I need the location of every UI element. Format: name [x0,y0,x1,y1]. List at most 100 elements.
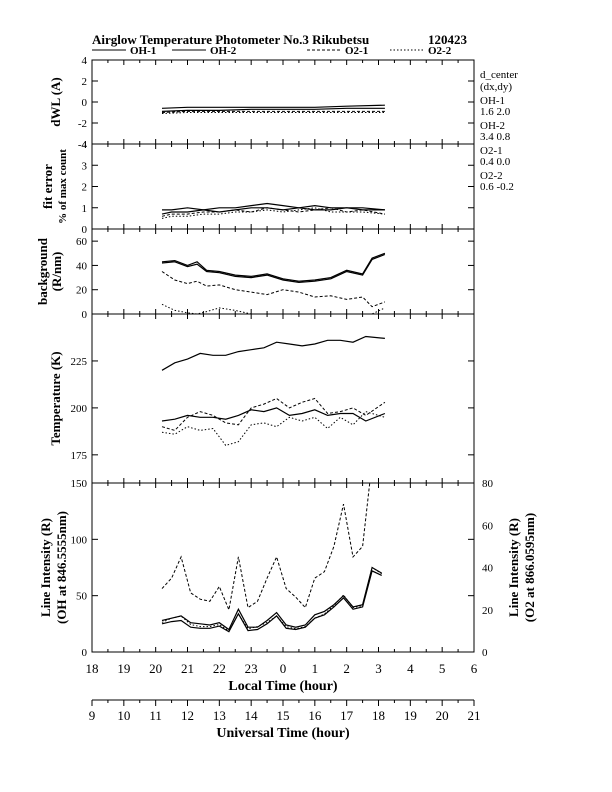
series-line-o2-2 [161,411,386,446]
y-tick-label: -4 [78,139,88,151]
series-line-oh-2 [161,107,385,112]
y-right-tick-label: 0 [482,647,488,659]
local-time-tick-label: 0 [280,661,287,676]
local-time-tick-label: 4 [407,661,414,676]
panel-frame [91,228,475,315]
panel-1: -4 -2 0 2 4 dWL (A) [48,55,475,151]
legend-label-o2-2: O2-2 [428,45,452,57]
panel-frame [91,59,475,145]
series-line-oh-2 [161,253,386,284]
local-time-tick-label: 20 [149,661,162,676]
y-tick-label: 4 [82,139,88,151]
ut-tick-label: 21 [468,708,481,723]
note-o21-value: 0.4 0.0 [480,156,511,168]
legend-label-o2-1: O2-1 [345,45,368,57]
note-o22: O2-2 [480,170,503,182]
y-axis-label: Temperature (K) [48,351,63,445]
chart-title: Airglow Temperature Photometer No.3 Riku… [92,32,369,47]
ut-tick-label: 19 [404,708,417,723]
y-tick-label: 100 [71,534,88,546]
y-right-axis-sublabel: (O2 at 866.0595nm) [522,513,537,622]
legend-label-oh-1: OH-1 [130,45,156,57]
series-group [161,104,385,114]
note-oh2: OH-2 [480,120,505,132]
series-group [161,252,386,314]
series-line-o2-1 [161,110,385,113]
local-time-tick-label: 19 [117,661,130,676]
local-time-tick-label: 23 [245,661,258,676]
y-tick-label: 2 [82,76,88,88]
series-line-o2-1 [161,207,385,217]
series-line-oh-1 [161,335,385,371]
y-tick-label: 0 [82,309,88,321]
ut-tick-label: 9 [89,708,96,723]
series-line-oh-2 [161,570,382,633]
ut-tick-label: 13 [213,708,226,723]
y-right-tick-label: 80 [482,478,494,490]
ut-tick-label: 17 [340,708,354,723]
local-time-tick-label: 21 [181,661,194,676]
local-time-tick-label: 22 [213,661,226,676]
series-group [161,335,386,446]
series-line-o2-1 [161,271,386,308]
y-tick-label: 0 [82,97,88,109]
series-line-oh-1 [162,202,385,211]
y-axis-sublabel: % of max count [57,149,69,224]
y-right-tick-label: 60 [482,520,494,532]
series-group [161,483,383,633]
local-time-tick-label: 2 [343,661,350,676]
panels: -4 -2 0 2 4 dWL (A) 0 1 2 3 4 fit error% of max cou… [35,55,537,659]
local-time-axis-label: Local Time (hour) [228,679,337,694]
y-tick-label: 3 [82,160,88,172]
ut-tick-label: 14 [245,708,259,723]
y-tick-label: 20 [76,285,88,297]
note-oh2-value: 3.4 0.8 [480,131,511,143]
ut-tick-label: 12 [181,708,194,723]
local-time-tick-label: 5 [439,661,446,676]
y-tick-label: 0 [82,224,88,236]
series-group [161,202,385,219]
chart-date: 120423 [428,32,468,47]
ut-tick-label: 16 [308,708,322,723]
local-time-tick-label: 18 [86,661,99,676]
note-o22-value: 0.6 -0.2 [480,181,514,193]
panel-2: 0 1 2 3 4 fit error% of max count [40,139,475,236]
series-line-o2-2 [161,207,385,219]
local-time-tick-label: 3 [375,661,382,676]
series-line-o2-1 [161,483,371,612]
ut-tick-label: 18 [372,708,385,723]
y-right-tick-label: 20 [482,605,494,617]
y-tick-label: -2 [78,118,87,130]
y-tick-label: 40 [76,260,88,272]
y-tick-label: 50 [76,591,88,603]
note-o21: O2-1 [480,145,503,157]
fit-center-notes: d_center (dx,dy) OH-1 1.6 2.0 OH-2 3.4 0… [480,69,518,193]
y-tick-label: 2 [82,182,88,194]
y-right-tick-label: 40 [482,563,494,575]
note-dxdy: (dx,dy) [480,81,512,93]
series-line-oh-1 [161,566,383,631]
panel-frame [91,143,475,230]
y-axis-label: fit error [40,164,55,209]
ut-tick-label: 20 [436,708,449,723]
legend: OH-1 OH-2 O2-1 O2-2 [92,45,452,57]
y-axis-label: dWL (A) [48,77,63,126]
panel-frame [91,482,475,653]
y-axis-label: Line Intensity (R) [38,518,53,617]
y-axis-label: background [35,237,50,305]
y-tick-label: 0 [82,647,88,659]
panel-frame [91,313,475,484]
y-axis-sublabel: (R/nm) [49,252,64,292]
series-line-o2-2 [161,112,385,114]
panel-3: 0 20 40 60 background (R/nm) [35,228,475,321]
y-axis-sublabel: (OH at 846.5555nm) [54,511,69,624]
note-d-center: d_center [480,69,518,81]
y-tick-label: 60 [76,236,88,248]
note-oh1: OH-1 [480,95,505,107]
ut-tick-label: 10 [117,708,130,723]
legend-label-oh-2: OH-2 [210,45,237,57]
series-line-oh-2 [161,407,386,422]
